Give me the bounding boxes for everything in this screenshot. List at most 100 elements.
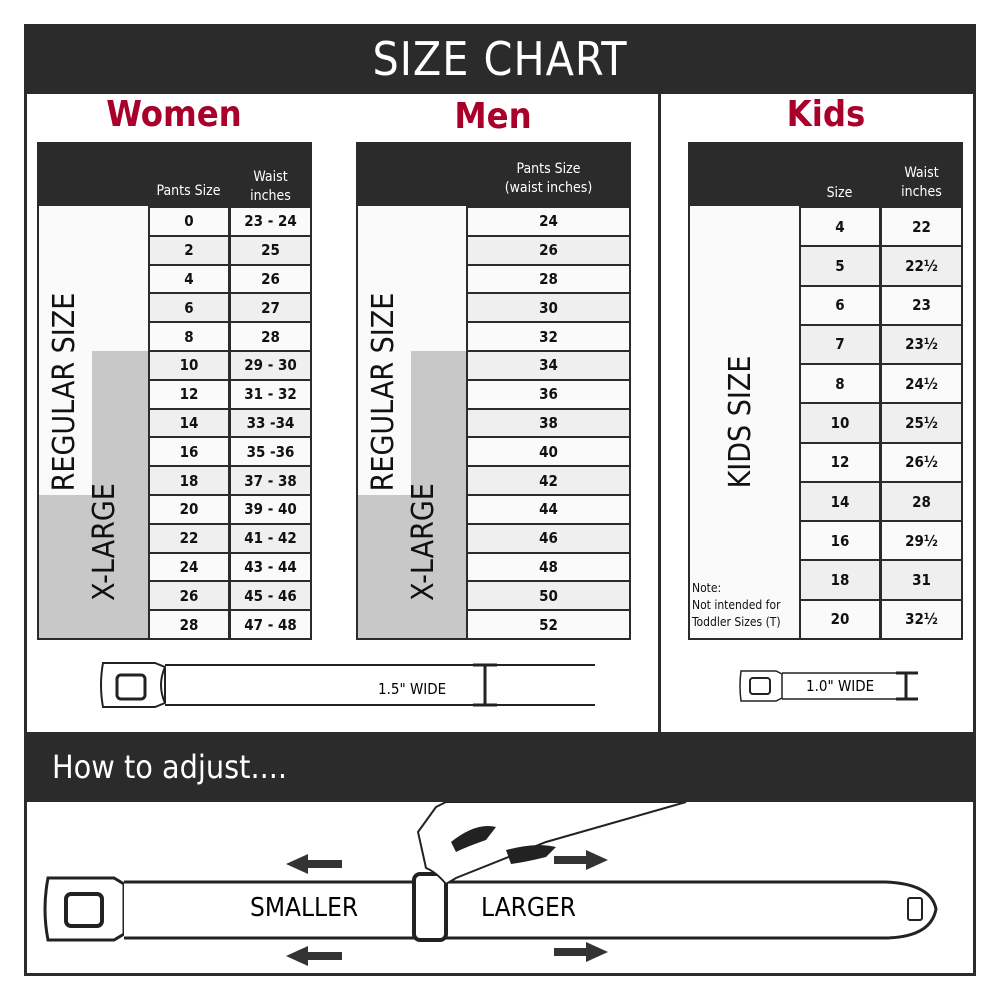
size-cell: 7 bbox=[799, 323, 881, 366]
kids-size-table: Size Waist inches KIDS SIZE Note: Not int… bbox=[688, 142, 963, 640]
toddler-note: Note: Not intended for Toddler Sizes (T) bbox=[692, 580, 798, 631]
waist-cell: 24½ bbox=[880, 363, 963, 405]
waist-cell: 22 bbox=[880, 206, 963, 248]
pants-size-cell: 6 bbox=[148, 292, 230, 324]
size-cell: 18 bbox=[799, 559, 881, 601]
xlarge-region bbox=[92, 351, 148, 495]
waist-cell: 27 bbox=[229, 292, 312, 324]
note-line: Note: bbox=[692, 581, 722, 595]
pants-size-cell: 50 bbox=[466, 580, 631, 612]
size-cell: 8 bbox=[799, 363, 881, 405]
column-header-size: Size bbox=[826, 185, 853, 201]
waist-cell: 26 bbox=[229, 263, 312, 295]
adjust-heading: How to adjust.... bbox=[24, 732, 976, 802]
waist-cell: 23 bbox=[880, 284, 963, 326]
waist-cell: 45 - 46 bbox=[229, 580, 312, 612]
smaller-label: SMALLER bbox=[250, 893, 359, 923]
pants-size-cell: 24 bbox=[148, 551, 230, 583]
pants-size-cell: 48 bbox=[466, 551, 631, 583]
pants-size-cell: 28 bbox=[148, 609, 230, 640]
belt-1.5-illustration bbox=[100, 662, 595, 708]
header-line: Pants Size bbox=[516, 161, 581, 177]
pants-size-cell: 8 bbox=[148, 321, 230, 352]
women-size-table: Pants Size Waist inches REGULAR SIZE X-LA… bbox=[37, 142, 312, 640]
pants-size-cell: 26 bbox=[466, 234, 631, 266]
pants-size-cell: 38 bbox=[466, 407, 631, 439]
pants-size-cell: 40 bbox=[466, 436, 631, 468]
xlarge-label: X-LARGE bbox=[406, 483, 441, 601]
pants-size-cell: 14 bbox=[148, 407, 230, 439]
regular-size-label: REGULAR SIZE bbox=[366, 292, 401, 492]
xlarge-label: X-LARGE bbox=[87, 483, 122, 601]
pants-size-cell: 46 bbox=[466, 522, 631, 554]
waist-cell: 28 bbox=[229, 321, 312, 352]
header-line: Waist bbox=[253, 169, 288, 185]
pants-size-cell: 28 bbox=[466, 263, 631, 295]
pants-size-cell: 10 bbox=[148, 350, 230, 381]
waist-cell: 22½ bbox=[880, 245, 963, 287]
xlarge-region bbox=[411, 351, 466, 495]
waist-cell: 47 - 48 bbox=[229, 609, 312, 640]
column-header-pants-size: Pants Size (waist inches) bbox=[466, 160, 631, 198]
men-heading: Men bbox=[454, 96, 532, 137]
page-title: SIZE CHART bbox=[24, 24, 976, 94]
pants-size-cell: 44 bbox=[466, 494, 631, 525]
belt-width-label: 1.5" WIDE bbox=[378, 680, 447, 698]
pants-size-cell: 2 bbox=[148, 234, 230, 266]
column-header-waist: Waist inches bbox=[229, 168, 312, 206]
pants-size-cell: 18 bbox=[148, 465, 230, 496]
men-size-table: Pants Size (waist inches) REGULAR SIZE X-… bbox=[356, 142, 631, 640]
pants-size-cell: 24 bbox=[466, 206, 631, 237]
column-header-pants-size: Pants Size bbox=[156, 183, 221, 199]
waist-cell: 29½ bbox=[880, 520, 963, 562]
section-divider bbox=[658, 92, 661, 732]
size-cell: 20 bbox=[799, 598, 881, 640]
header-line: Waist bbox=[904, 165, 939, 181]
pants-size-cell: 12 bbox=[148, 378, 230, 410]
pants-size-cell: 34 bbox=[466, 350, 631, 381]
arrow-icons bbox=[286, 850, 608, 966]
adjust-belt-illustration bbox=[43, 802, 938, 966]
larger-label: LARGER bbox=[481, 893, 577, 923]
waist-cell: 41 - 42 bbox=[229, 522, 312, 554]
waist-cell: 23½ bbox=[880, 323, 963, 366]
waist-cell: 26½ bbox=[880, 441, 963, 483]
belt-1.0-illustration bbox=[739, 670, 918, 702]
header-line: inches bbox=[250, 188, 291, 204]
waist-cell: 35 -36 bbox=[229, 436, 312, 468]
waist-cell: 25 bbox=[229, 234, 312, 266]
size-cell: 10 bbox=[799, 402, 881, 444]
waist-cell: 29 - 30 bbox=[229, 350, 312, 381]
pants-size-cell: 20 bbox=[148, 494, 230, 525]
size-cell: 12 bbox=[799, 441, 881, 483]
waist-cell: 37 - 38 bbox=[229, 465, 312, 496]
pants-size-cell: 42 bbox=[466, 465, 631, 496]
kids-size-label: KIDS SIZE bbox=[723, 355, 758, 489]
waist-cell: 25½ bbox=[880, 402, 963, 444]
pants-size-cell: 36 bbox=[466, 378, 631, 410]
waist-cell: 31 bbox=[880, 559, 963, 601]
kids-heading: Kids bbox=[786, 94, 866, 135]
pants-size-cell: 30 bbox=[466, 292, 631, 324]
header-line: inches bbox=[901, 184, 942, 200]
pants-size-cell: 0 bbox=[148, 206, 230, 237]
note-line: Toddler Sizes (T) bbox=[692, 615, 781, 629]
waist-cell: 28 bbox=[880, 480, 963, 523]
size-cell: 4 bbox=[799, 206, 881, 248]
pants-size-cell: 16 bbox=[148, 436, 230, 468]
size-cell: 14 bbox=[799, 480, 881, 523]
waist-cell: 43 - 44 bbox=[229, 551, 312, 583]
waist-cell: 23 - 24 bbox=[229, 206, 312, 237]
women-heading: Women bbox=[106, 94, 242, 135]
header-line: (waist inches) bbox=[504, 180, 593, 196]
regular-size-label: REGULAR SIZE bbox=[47, 292, 82, 492]
note-line: Not intended for bbox=[692, 598, 781, 612]
waist-cell: 33 -34 bbox=[229, 407, 312, 439]
size-cell: 6 bbox=[799, 284, 881, 326]
size-cell: 16 bbox=[799, 520, 881, 562]
belt-width-label: 1.0" WIDE bbox=[806, 677, 875, 695]
waist-cell: 32½ bbox=[880, 598, 963, 640]
size-cell: 5 bbox=[799, 245, 881, 287]
pants-size-cell: 4 bbox=[148, 263, 230, 295]
pants-size-cell: 32 bbox=[466, 321, 631, 352]
